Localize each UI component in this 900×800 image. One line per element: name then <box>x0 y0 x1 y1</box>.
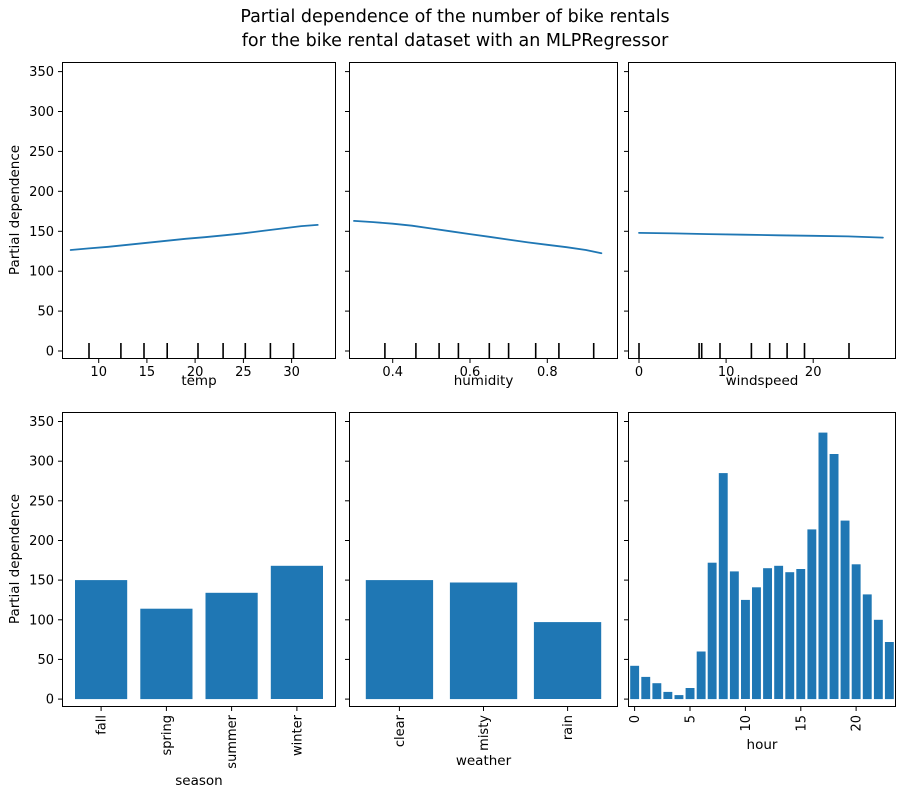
bar-hour-10 <box>741 599 750 699</box>
bar-hour-22 <box>873 619 883 700</box>
x-tick-label: 15 <box>794 715 809 732</box>
x-tick-label: 20 <box>805 365 822 380</box>
y-tick-label: 250 <box>29 494 54 509</box>
bar-season-fall <box>75 580 128 700</box>
x-tick-label: summer <box>225 714 240 768</box>
bar-season-winter <box>270 565 323 699</box>
x-tick-label: 10 <box>718 365 735 380</box>
bar-hour-6 <box>696 651 706 700</box>
x-axis-label-season: season <box>175 773 222 789</box>
x-tick-label: 10 <box>90 365 107 380</box>
y-tick-label: 50 <box>37 653 54 668</box>
x-tick-label: 0.6 <box>460 365 481 380</box>
bar-weather-misty <box>449 582 518 700</box>
axes-spines <box>628 412 896 707</box>
y-tick-label: 150 <box>29 574 54 589</box>
y-tick-label: 100 <box>29 613 54 628</box>
bar-hour-13 <box>774 565 784 699</box>
bar-hour-7 <box>707 562 717 700</box>
y-tick-label: 350 <box>29 415 54 430</box>
x-axis-label-hour: hour <box>747 737 778 753</box>
x-tick-label: 20 <box>850 715 865 732</box>
x-tick-label: 10 <box>739 715 754 732</box>
bar-hour-3 <box>663 691 673 699</box>
y-tick-label: 300 <box>29 455 54 470</box>
bar-hour-20 <box>851 564 861 700</box>
figure-title-line2: for the bike rental dataset with an MLPR… <box>241 31 669 51</box>
y-axis-label-row2: Partial dependence <box>7 493 23 625</box>
bar-hour-1 <box>641 676 651 700</box>
x-tick-label: 0.8 <box>537 365 558 380</box>
x-tick-label: rain <box>561 715 576 740</box>
y-tick-label: 300 <box>29 105 54 120</box>
axes-spines <box>62 62 336 359</box>
bar-season-summer <box>205 592 258 700</box>
y-axis-label-row1: Partial dependence <box>7 144 23 276</box>
subplot-humidity: 0.4 0.6 0.8 humidity <box>345 62 618 389</box>
x-tick-label: winter <box>290 714 305 756</box>
bar-hour-14 <box>785 572 795 700</box>
bar-hour-16 <box>807 529 817 700</box>
x-axis-label-windspeed: windspeed <box>726 373 799 389</box>
pdp-line-humidity <box>353 219 603 255</box>
bar-season-spring <box>140 608 193 700</box>
x-tick-label: 0 <box>635 365 643 380</box>
bar-hour-0 <box>630 665 640 700</box>
bar-hour-11 <box>752 587 761 700</box>
x-tick-label: 5 <box>684 715 699 723</box>
axes-spines <box>349 62 618 359</box>
y-tick-label: 200 <box>29 534 54 549</box>
bar-hour-9 <box>729 571 739 700</box>
bar-hour-21 <box>862 594 872 700</box>
axes-spines <box>349 412 618 707</box>
x-axis-label-humidity: humidity <box>454 373 514 389</box>
axes-spines <box>62 412 336 707</box>
x-tick-label: 0 <box>628 715 643 723</box>
bar-weather-clear <box>365 580 434 700</box>
figure-title-line1: Partial dependence of the number of bike… <box>240 7 670 27</box>
x-tick-label: 15 <box>139 365 156 380</box>
y-tick-label: 0 <box>46 345 54 360</box>
subplot-windspeed: 0 10 20 windspeed <box>624 62 896 389</box>
x-tick-label: spring <box>160 715 175 755</box>
y-tick-label: 50 <box>37 305 54 320</box>
bar-hour-8 <box>718 473 728 700</box>
bar-hour-19 <box>840 520 850 699</box>
y-tick-label: 100 <box>29 265 54 280</box>
x-tick-label: 30 <box>283 365 300 380</box>
bar-hour-2 <box>652 683 662 700</box>
pdp-line-windspeed <box>638 231 884 239</box>
subplot-weather: clear misty rain weather <box>345 412 618 769</box>
bar-hour-5 <box>685 688 695 700</box>
x-tick-label: misty <box>477 715 492 751</box>
x-tick-label: 0.4 <box>382 365 403 380</box>
x-tick-label: fall <box>95 715 110 735</box>
y-tick-label: 200 <box>29 185 54 200</box>
y-tick-label: 350 <box>29 65 54 80</box>
subplot-temp: 0 50 100 150 200 250 300 350 10 15 20 25 30 temp <box>29 62 336 389</box>
x-axis-label-weather: weather <box>456 753 512 769</box>
bar-hour-23 <box>884 642 894 700</box>
x-tick-label: 20 <box>187 365 204 380</box>
axes-spines <box>628 62 896 359</box>
bar-hour-12 <box>763 568 772 699</box>
y-tick-label: 150 <box>29 225 54 240</box>
bar-hour-15 <box>796 569 806 700</box>
pdp-line-temp <box>69 223 319 251</box>
x-tick-label: clear <box>393 714 408 747</box>
y-tick-label: 250 <box>29 145 54 160</box>
subplot-hour: 0 5 10 15 20 hour <box>624 412 896 753</box>
y-tick-label: 0 <box>46 693 54 708</box>
x-axis-label-temp: temp <box>181 373 216 389</box>
bar-weather-rain <box>533 622 602 699</box>
figure-title: Partial dependence of the number of bike… <box>240 5 669 53</box>
x-tick-label: 25 <box>235 365 252 380</box>
bar-hour-4 <box>674 695 684 700</box>
subplot-season: 0 50 100 150 200 250 300 350 fall spring summer win… <box>29 412 336 789</box>
bar-hour-17 <box>818 432 828 700</box>
bar-hour-18 <box>829 454 839 699</box>
